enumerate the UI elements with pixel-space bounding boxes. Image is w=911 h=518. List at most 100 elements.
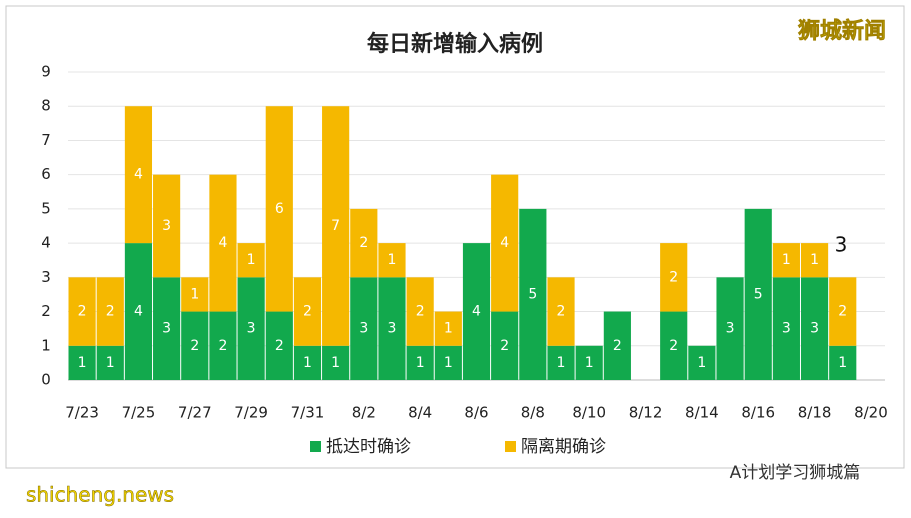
data-label: 4 xyxy=(500,235,509,251)
bar-segment xyxy=(716,277,744,380)
bar-segment xyxy=(378,243,406,278)
data-label: 2 xyxy=(669,269,678,285)
bar-segment xyxy=(68,277,96,346)
y-tick-label: 8 xyxy=(41,97,51,115)
bar-segment xyxy=(96,277,124,346)
data-label: 1 xyxy=(838,355,847,371)
y-tick-label: 2 xyxy=(41,302,51,320)
bar-segment xyxy=(181,311,209,380)
site-watermark: shicheng.news xyxy=(26,483,174,507)
legend-label: 抵达时确诊 xyxy=(326,437,411,457)
bar-segment xyxy=(462,243,491,380)
data-label: 1 xyxy=(106,355,115,371)
bar-segment xyxy=(350,208,378,278)
data-label: 1 xyxy=(190,286,199,302)
bar-segment xyxy=(350,277,378,380)
bar-segment xyxy=(209,311,237,380)
y-tick-label: 1 xyxy=(41,336,51,354)
bar-segment xyxy=(378,277,406,380)
data-label: 2 xyxy=(190,338,199,354)
bar-segment xyxy=(688,345,716,380)
y-tick-label: 0 xyxy=(41,371,51,389)
data-label: 1 xyxy=(444,321,453,337)
data-label: 3 xyxy=(782,321,791,337)
y-tick-label: 9 xyxy=(41,63,51,81)
bar-segment xyxy=(660,243,688,312)
account-watermark: A计划学习狮城篇 xyxy=(730,463,861,483)
data-label: 1 xyxy=(782,252,791,268)
y-tick-label: 7 xyxy=(41,131,51,149)
bar-segment xyxy=(237,277,265,380)
y-tick-label: 5 xyxy=(41,199,51,217)
bar-segment xyxy=(153,174,181,278)
data-label: 2 xyxy=(78,304,87,320)
x-tick-label: 7/27 xyxy=(178,404,212,422)
bar-segment xyxy=(322,345,350,380)
data-label: 2 xyxy=(275,338,284,354)
y-tick-label: 3 xyxy=(41,268,51,286)
bar-segment xyxy=(434,345,462,380)
annotation: 3 xyxy=(835,233,848,257)
bar-segment xyxy=(406,345,434,380)
data-label: 2 xyxy=(838,304,847,320)
x-tick-label: 8/6 xyxy=(464,404,488,422)
data-label: 3 xyxy=(247,321,256,337)
bar-segment xyxy=(237,243,265,278)
x-tick-label: 8/14 xyxy=(685,404,719,422)
x-tick-label: 8/2 xyxy=(352,404,376,422)
bar-segment xyxy=(124,106,153,244)
bar-segment xyxy=(124,243,153,380)
bar-segment xyxy=(772,243,800,278)
data-label: 6 xyxy=(275,201,284,217)
data-label: 5 xyxy=(754,286,763,302)
bar-segment xyxy=(829,277,857,346)
bar-segment xyxy=(603,311,631,380)
x-tick-label: 8/18 xyxy=(798,404,832,422)
bar-segment xyxy=(181,277,209,312)
data-label: 1 xyxy=(331,355,340,371)
bar-segment xyxy=(800,243,829,278)
x-tick-label: 7/23 xyxy=(65,404,99,422)
data-label: 2 xyxy=(359,235,368,251)
brand-watermark: 狮城新闻 xyxy=(798,18,886,44)
bar-segment xyxy=(293,277,322,346)
data-label: 3 xyxy=(162,218,171,234)
data-label: 4 xyxy=(134,304,143,320)
bar-segment xyxy=(660,311,688,380)
data-label: 2 xyxy=(613,338,622,354)
data-label: 1 xyxy=(416,355,425,371)
data-label: 4 xyxy=(134,167,143,183)
bar-segment xyxy=(829,345,857,380)
bar-segment xyxy=(491,311,519,380)
legend-label: 隔离期确诊 xyxy=(521,437,606,457)
data-label: 1 xyxy=(303,355,312,371)
bar-segment xyxy=(575,345,603,380)
data-label: 2 xyxy=(218,338,227,354)
bar-segment xyxy=(491,174,519,312)
bar-segment xyxy=(744,208,772,380)
data-label: 7 xyxy=(331,218,340,234)
data-label: 3 xyxy=(726,321,735,337)
x-tick-label: 8/12 xyxy=(629,404,663,422)
data-label: 1 xyxy=(78,355,87,371)
bar-segment xyxy=(265,106,293,312)
bar-segment xyxy=(209,174,237,312)
bar-segment xyxy=(293,345,322,380)
x-tick-label: 7/31 xyxy=(291,404,325,422)
x-tick-label: 8/8 xyxy=(521,404,545,422)
legend-swatch xyxy=(310,441,321,452)
data-label: 2 xyxy=(303,304,312,320)
x-tick-label: 7/29 xyxy=(234,404,268,422)
x-tick-label: 8/16 xyxy=(741,404,775,422)
bar-segment xyxy=(68,345,96,380)
data-label: 1 xyxy=(388,252,397,268)
data-label: 1 xyxy=(585,355,594,371)
x-tick-label: 8/4 xyxy=(408,404,432,422)
data-label: 2 xyxy=(669,338,678,354)
bar-segment xyxy=(800,277,829,380)
bar-segment xyxy=(434,311,462,346)
data-label: 3 xyxy=(810,321,819,337)
chart-title: 每日新增输入病例 xyxy=(367,31,543,57)
